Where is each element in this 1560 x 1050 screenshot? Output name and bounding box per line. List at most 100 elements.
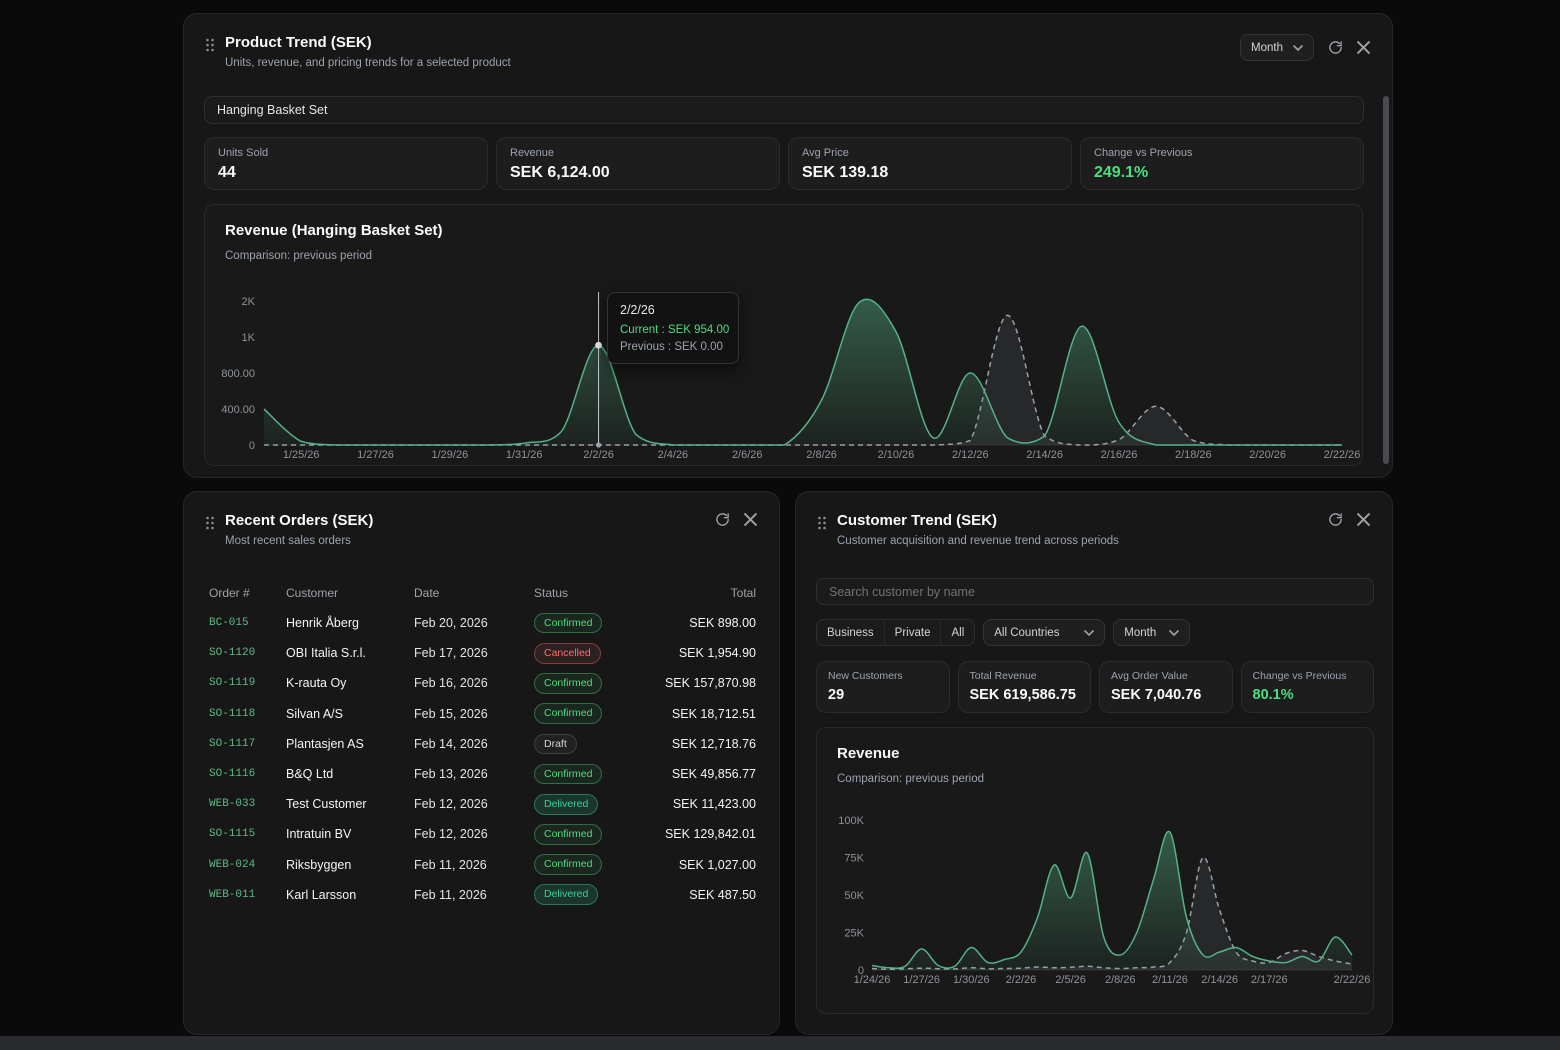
table-row[interactable]: WEB-033 Test Customer Feb 12, 2026 Delivere…	[209, 789, 756, 819]
stat-value: 80.1%	[1252, 687, 1294, 703]
country-select[interactable]: All Countries	[983, 619, 1106, 646]
drag-handle-icon[interactable]	[205, 516, 215, 530]
customer-name: Henrik Åberg	[286, 616, 359, 631]
table-row[interactable]: SO-1115 Intratuin BV Feb 12, 2026 Confirmed…	[209, 819, 756, 849]
stat-value: SEK 6,124.00	[510, 164, 610, 181]
stat-value: 44	[218, 164, 236, 181]
order-number: WEB-033	[209, 798, 256, 811]
column-header-order: Order #	[209, 586, 250, 600]
stat-card-change-vs-previous: Change vs Previous 80.1%	[1240, 661, 1374, 713]
svg-text:1/27/26: 1/27/26	[357, 449, 394, 461]
status-cell: Confirmed	[534, 763, 654, 785]
svg-text:2/22/26: 2/22/26	[1324, 449, 1361, 461]
customer-revenue-chart[interactable]: 0 25K 50K 75K 100K 1/24/26 1/27/26 1/30/26 2/2/2…	[825, 803, 1370, 991]
period-select-value: Month	[1251, 41, 1283, 54]
customer-search-input[interactable]	[816, 578, 1374, 605]
table-row[interactable]: SO-1119 K-rauta Oy Feb 16, 2026 Confirmed SE…	[209, 668, 756, 698]
svg-text:2/16/26: 2/16/26	[1101, 449, 1138, 461]
stat-value: SEK 7,040.76	[1111, 687, 1202, 703]
panel-scrollbar[interactable]	[1383, 96, 1389, 464]
order-date: Feb 15, 2026	[414, 706, 488, 721]
refresh-icon[interactable]	[1328, 40, 1343, 55]
horizontal-scrollbar[interactable]	[0, 1036, 1560, 1050]
close-icon[interactable]	[744, 513, 757, 526]
stat-card-revenue: Revenue SEK 6,124.00	[496, 137, 780, 190]
customer-name: Silvan A/S	[286, 706, 343, 721]
order-total: SEK 1,954.90	[678, 646, 756, 661]
order-number: WEB-024	[209, 858, 256, 871]
segment-private[interactable]: Private	[885, 620, 942, 645]
order-total: SEK 129,842.01	[664, 827, 756, 842]
order-date: Feb 11, 2026	[414, 857, 487, 872]
order-date: Feb 14, 2026	[414, 736, 488, 751]
status-cell: Confirmed	[534, 612, 654, 634]
order-total: SEK 11,423.00	[672, 797, 756, 812]
drag-handle-icon[interactable]	[817, 516, 827, 530]
stat-label: Avg Order Value	[1111, 670, 1188, 682]
close-icon[interactable]	[1357, 513, 1370, 526]
order-total: SEK 12,718.76	[671, 736, 756, 751]
svg-text:2/8/26: 2/8/26	[1105, 974, 1136, 986]
table-row[interactable]: SO-1116 B&Q Ltd Feb 13, 2026 Confirmed SEK 4…	[209, 759, 756, 789]
product-revenue-chart[interactable]: 0 400.00 800.00 1K 2K 1/25/26 1/27/26 1/29/26 1/…	[213, 265, 1360, 463]
column-header-date: Date	[414, 586, 440, 600]
customer-stats-row: New Customers 29 Total Revenue SEK 619,5…	[816, 661, 1374, 713]
svg-text:2/20/26: 2/20/26	[1249, 449, 1286, 461]
svg-text:1/29/26: 1/29/26	[432, 449, 469, 461]
svg-text:2/2/26: 2/2/26	[1006, 974, 1037, 986]
table-row[interactable]: WEB-011 Karl Larsson Feb 11, 2026 Delivered…	[209, 880, 756, 910]
status-cell: Confirmed	[534, 824, 654, 845]
order-total: SEK 487.50	[689, 887, 756, 902]
status-badge: Confirmed	[534, 673, 603, 694]
svg-text:2/8/26: 2/8/26	[806, 449, 837, 461]
stat-label: Total Revenue	[969, 670, 1037, 682]
tooltip-current-value: Current : SEK 954.00	[620, 324, 730, 336]
panel-title: Product Trend (SEK)	[225, 34, 372, 51]
refresh-icon[interactable]	[715, 512, 730, 527]
customer-name: Plantasjen AS	[286, 736, 364, 751]
segment-all[interactable]: All	[951, 626, 965, 639]
chart-subtitle: Comparison: previous period	[837, 773, 985, 785]
chart-tooltip: 2/2/26 Current : SEK 954.00 Previous : S…	[607, 292, 739, 364]
product-input[interactable]	[204, 96, 1364, 124]
stat-card-avg-price: Avg Price SEK 139.18	[788, 137, 1072, 190]
stat-value: SEK 619,586.75	[969, 687, 1076, 703]
column-header-customer: Customer	[286, 586, 339, 600]
svg-text:1/30/26: 1/30/26	[953, 974, 990, 986]
period-select[interactable]: Month	[1240, 34, 1314, 61]
period-select-value: Month	[1124, 626, 1157, 639]
stat-label: Avg Price	[802, 147, 849, 159]
panel-title: Customer Trend (SEK)	[837, 512, 998, 529]
customer-filters: Business Private All All Countries Month	[816, 619, 1191, 646]
chevron-down-icon	[1169, 629, 1180, 636]
stat-label: Units Sold	[218, 147, 269, 159]
order-number: SO-1115	[209, 828, 256, 841]
order-date: Feb 17, 2026	[414, 646, 488, 661]
status-badge: Confirmed	[534, 763, 603, 785]
table-row[interactable]: BC-015 Henrik Åberg Feb 20, 2026 Confirmed S…	[209, 608, 756, 638]
order-number: SO-1117	[209, 737, 256, 750]
svg-text:100K: 100K	[838, 815, 864, 827]
table-row[interactable]: SO-1117 Plantasjen AS Feb 14, 2026 Draft SEK…	[209, 729, 756, 759]
order-total: SEK 898.00	[689, 616, 756, 631]
stat-label: New Customers	[828, 670, 903, 682]
status-badge: Confirmed	[534, 854, 603, 875]
svg-text:2/18/26: 2/18/26	[1175, 449, 1212, 461]
table-row[interactable]: WEB-024 Riksbyggen Feb 11, 2026 Confirmed SE…	[209, 850, 756, 880]
order-date: Feb 11, 2026	[414, 887, 487, 902]
svg-text:50K: 50K	[844, 890, 864, 902]
close-icon[interactable]	[1357, 41, 1370, 54]
drag-handle-icon[interactable]	[205, 38, 215, 52]
svg-text:1/27/26: 1/27/26	[903, 974, 940, 986]
segment-business[interactable]: Business	[817, 620, 885, 645]
svg-text:2/10/26: 2/10/26	[878, 449, 915, 461]
period-select[interactable]: Month	[1113, 619, 1191, 646]
table-row[interactable]: SO-1120 OBI Italia S.r.l. Feb 17, 2026 Canc…	[209, 638, 756, 668]
order-number: SO-1116	[209, 768, 256, 781]
svg-text:1/31/26: 1/31/26	[506, 449, 543, 461]
refresh-icon[interactable]	[1328, 512, 1343, 527]
table-row[interactable]: SO-1118 Silvan A/S Feb 15, 2026 Confirmed SE…	[209, 699, 756, 729]
customer-name: Test Customer	[286, 797, 367, 812]
status-cell: Confirmed	[534, 673, 654, 694]
